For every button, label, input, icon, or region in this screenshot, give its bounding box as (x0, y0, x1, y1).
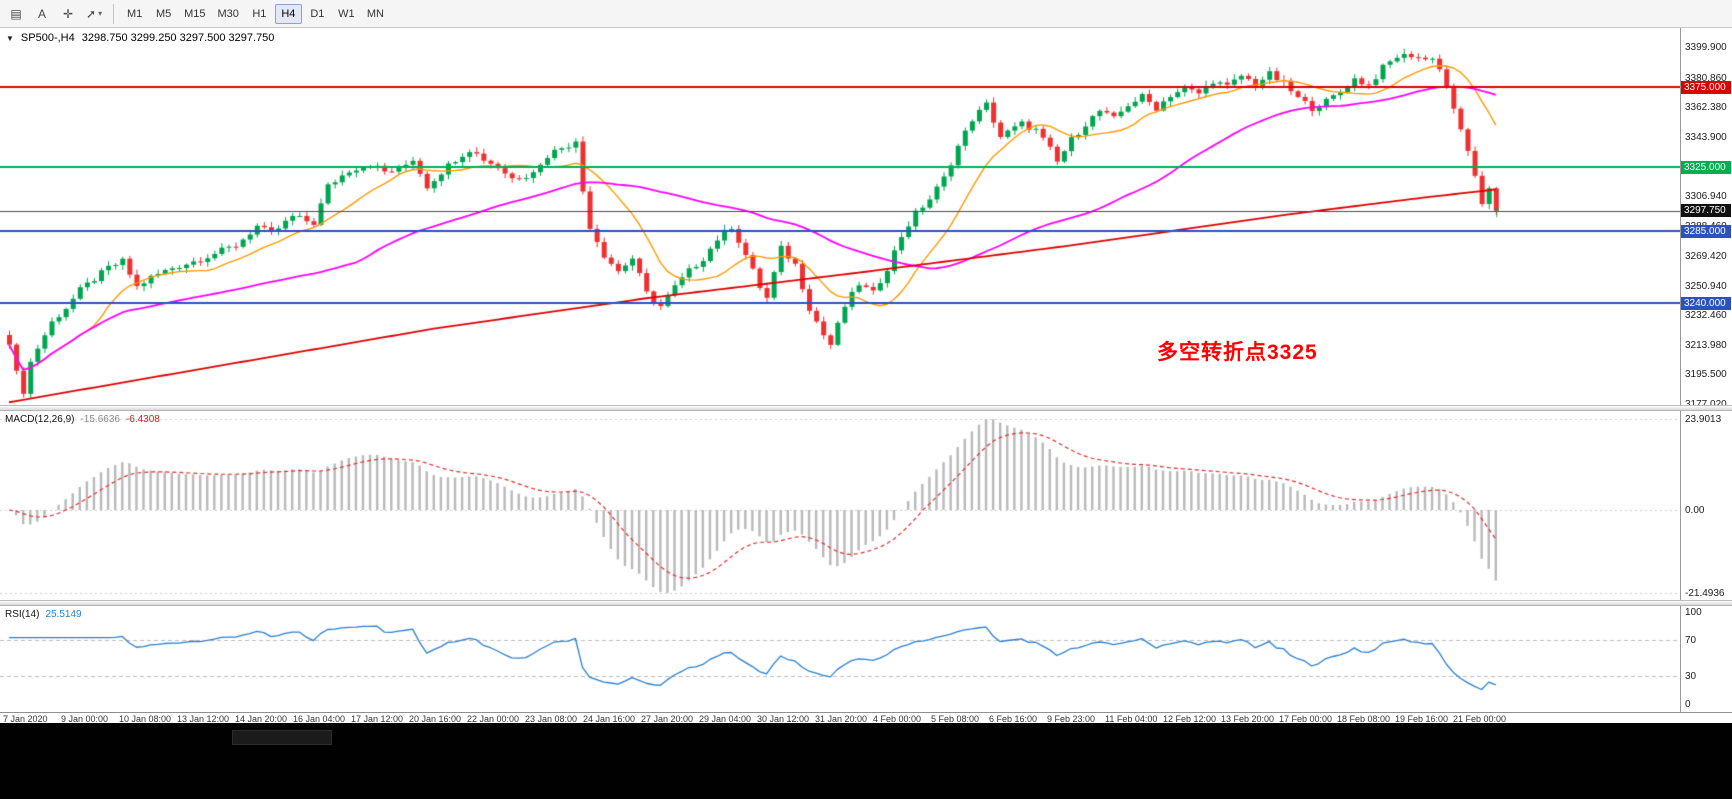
price-axis-label: 3399.900 (1685, 42, 1727, 54)
rsi-axis[interactable]: 100 70 30 0 (1680, 606, 1732, 712)
macd-axis[interactable]: 23.9013 0.00 -21.4936 (1680, 411, 1732, 600)
time-axis-label: 9 Jan 00:00 (61, 714, 109, 724)
price-axis[interactable]: 3399.9003380.8603362.3803343.9003325.420… (1680, 28, 1732, 410)
timeframe-button-d1[interactable]: D1 (310, 7, 325, 20)
time-axis-label: 10 Jan 08:00 (119, 714, 172, 724)
price-axis-label: 3213.980 (1685, 339, 1727, 351)
rsi-panel: RSI(14) 25.5149 100 70 30 0 (0, 606, 1732, 712)
macd-axis-label: 0.00 (1685, 505, 1705, 516)
time-axis-label: 4 Feb 00:00 (873, 714, 922, 724)
time-axis-label: 30 Jan 12:00 (757, 714, 810, 724)
time-axis-label: 6 Feb 16:00 (989, 714, 1038, 724)
price-axis-label: 3343.900 (1685, 131, 1727, 143)
time-axis-label: 21 Feb 00:00 (1453, 714, 1507, 724)
hline-price-tag[interactable]: 3240.000 (1681, 296, 1731, 310)
macd-canvas[interactable] (0, 411, 1680, 600)
hline-price-tag[interactable]: 3325.000 (1681, 160, 1731, 174)
timeframe-button-m30[interactable]: M30 (217, 7, 239, 20)
rsi-title: RSI(14) (5, 609, 40, 620)
timeframe-button-m15[interactable]: M15 (184, 7, 206, 20)
macd-panel: MACD(12,26,9) -15.6636 -6.4308 23.9013 0.… (0, 411, 1732, 600)
time-axis-label: 22 Jan 00:00 (467, 714, 520, 724)
time-axis-label: 29 Jan 04:00 (699, 714, 752, 724)
toolbar-separator (113, 3, 115, 24)
time-axis-label: 11 Feb 04:00 (1105, 714, 1158, 724)
macd-axis-label: 23.9013 (1685, 414, 1722, 425)
time-axis-label: 13 Jan 12:00 (177, 714, 230, 724)
symbol-dropdown-icon[interactable]: ▼ (6, 33, 14, 43)
macd-header: MACD(12,26,9) -15.6636 -6.4308 (5, 414, 160, 425)
price-axis-label: 3306.940 (1685, 190, 1727, 202)
timeframe-button-w1[interactable]: W1 (338, 7, 355, 20)
chart-windows-icon[interactable]: ▤ (10, 6, 22, 21)
price-axis-label: 3232.460 (1685, 310, 1727, 322)
hline-price-tag[interactable]: 3375.000 (1681, 80, 1731, 94)
price-axis-label: 3269.420 (1685, 250, 1727, 262)
time-axis-label: 18 Feb 08:00 (1337, 714, 1391, 724)
chart-annotation-text[interactable]: 多空转折点3325 (1157, 341, 1318, 364)
text-label-tool-icon[interactable]: A (37, 6, 46, 21)
current-price-tag: 3297.750 (1681, 204, 1731, 218)
chart-header: ▼ SP500-,H4 3298.750 3299.250 3297.500 3… (6, 32, 274, 44)
timeframe-button-h4[interactable]: H4 (274, 3, 302, 24)
price-chart-panel: ▼ SP500-,H4 3298.750 3299.250 3297.500 3… (0, 28, 1732, 410)
price-axis-label: 3380.860 (1685, 72, 1727, 84)
time-axis-label: 20 Jan 16:00 (409, 714, 462, 724)
timeframe-button-h1[interactable]: H1 (252, 7, 267, 20)
panel-splitter[interactable] (0, 405, 1732, 411)
price-axis-label: 3250.940 (1685, 280, 1727, 292)
main-chart-canvas[interactable] (0, 28, 1680, 405)
time-axis-label: 27 Jan 20:00 (641, 714, 694, 724)
time-axis-label: 12 Feb 12:00 (1163, 714, 1217, 724)
panel-splitter[interactable] (0, 600, 1732, 606)
time-axis-label: 23 Jan 08:00 (525, 714, 578, 724)
price-axis-label: 3195.500 (1685, 369, 1727, 381)
macd-title: MACD(12,26,9) (5, 414, 75, 425)
rsi-axis-label: 70 (1685, 634, 1697, 646)
time-axis[interactable]: 7 Jan 2020 9 Jan 00:00 10 Jan 08:00 13 Jan … (0, 712, 1732, 724)
taskbar-fragment (232, 730, 332, 745)
timeframe-button-m1[interactable]: M1 (126, 7, 143, 20)
time-axis-label: 17 Jan 12:00 (351, 714, 404, 724)
time-axis-label: 7 Jan 2020 (3, 714, 48, 724)
macd-signal-value: -6.4308 (125, 414, 160, 425)
timeframe-button-group: M1 M5 M15 M30 H1 H4 D1 W1 MN (121, 3, 389, 24)
dropdown-caret-icon: ▾ (98, 9, 103, 18)
rsi-axis-label: 0 (1685, 699, 1691, 710)
price-axis-label: 3362.380 (1685, 102, 1727, 114)
rsi-header: RSI(14) 25.5149 (5, 609, 82, 620)
symbol-timeframe-label: SP500-,H4 (20, 32, 75, 44)
macd-main-value: -15.6636 (80, 414, 120, 425)
rsi-axis-label: 100 (1685, 607, 1702, 618)
rsi-canvas[interactable] (0, 606, 1680, 712)
bottom-black-strip (0, 723, 1732, 799)
time-axis-label: 16 Jan 04:00 (293, 714, 346, 724)
time-axis-label: 14 Jan 20:00 (235, 714, 288, 724)
buy-arrow-icon: ↑ (1493, 204, 1501, 222)
crosshair-tool-icon[interactable]: ✛ (62, 6, 74, 21)
timeframe-button-mn[interactable]: MN (366, 7, 384, 20)
time-axis-label: 5 Feb 08:00 (931, 714, 980, 724)
rsi-value: 25.5149 (45, 609, 82, 620)
tool-button-group: ▤ A ✛ ➚ ▾ (4, 3, 106, 25)
macd-axis-label: -21.4936 (1685, 588, 1725, 599)
time-axis-label: 13 Feb 20:00 (1221, 714, 1275, 724)
price-axis-label: 3177.020 (1685, 399, 1727, 410)
rsi-axis-label: 30 (1685, 671, 1697, 683)
time-axis-label: 31 Jan 20:00 (815, 714, 868, 724)
hline-price-tag[interactable]: 3285.000 (1681, 224, 1731, 238)
time-axis-label: 19 Feb 16:00 (1395, 714, 1449, 724)
ohlc-values: 3298.750 3299.250 3297.500 3297.750 (81, 32, 275, 44)
timeframe-button-m5[interactable]: M5 (155, 7, 172, 20)
time-axis-label: 17 Feb 00:00 (1279, 714, 1333, 724)
draw-objects-tool-icon[interactable]: ➚ ▾ (86, 6, 103, 21)
time-axis-label: 24 Jan 16:00 (583, 714, 636, 724)
toolbar: ▤ A ✛ ➚ ▾ M1 M5 M15 M30 H1 H4 D1 W1 MN (0, 0, 1732, 28)
time-axis-label: 9 Feb 23:00 (1047, 714, 1096, 724)
